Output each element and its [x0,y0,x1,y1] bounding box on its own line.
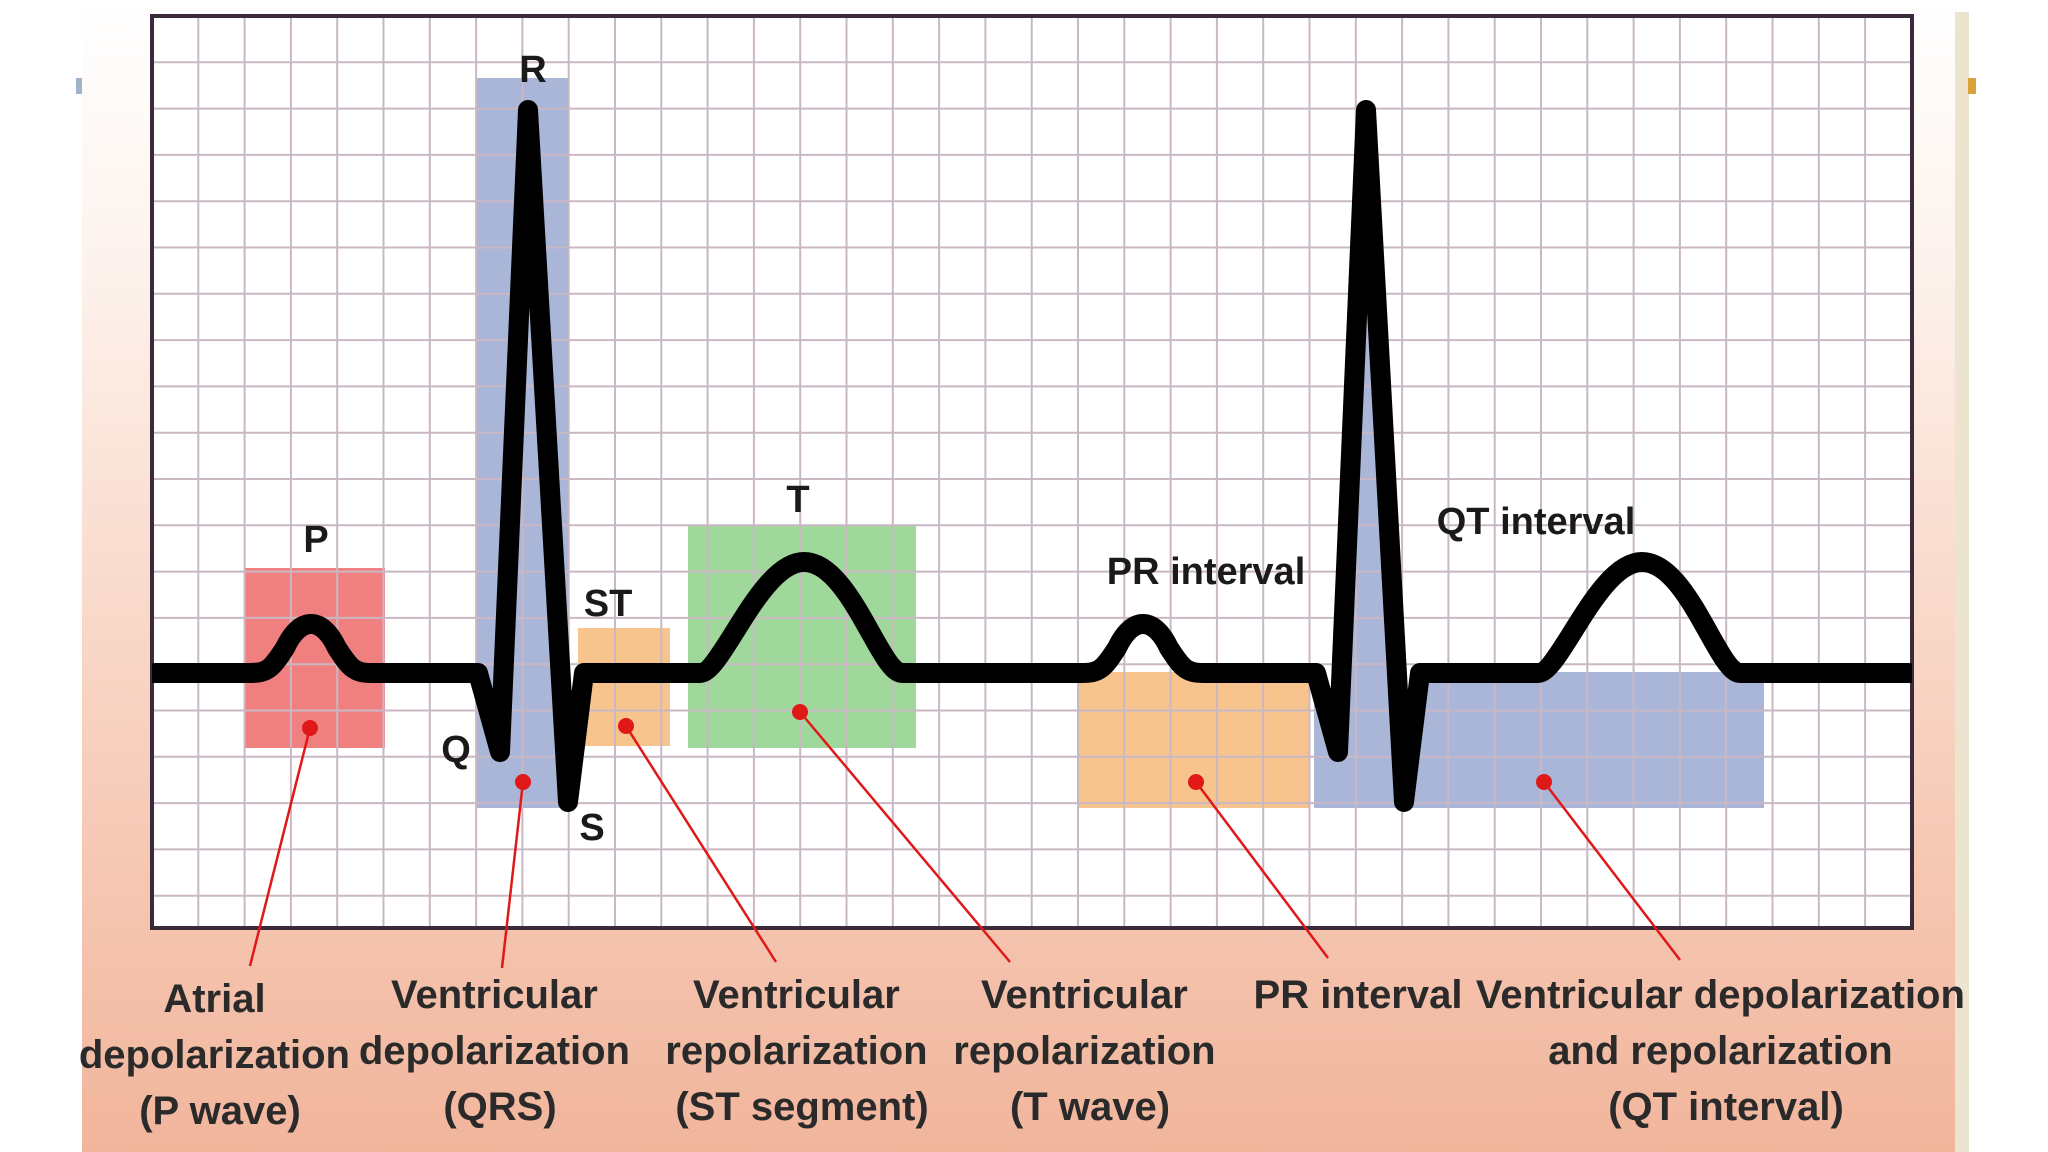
label-r: R [519,49,546,91]
caption-qrs: Ventricular depolarization (QRS) [359,973,641,1129]
left-accent-mark [76,78,82,94]
label-s: S [579,807,604,849]
caption-qt: Ventricular depolarization and repolariz… [1476,973,1976,1129]
leader-dots [302,704,1552,790]
qrs-spike-inner [497,109,571,803]
ecg-trace [152,100,1912,812]
label-qt-interval: QT interval [1437,501,1636,543]
leader-line-t [799,711,1011,963]
label-st: ST [584,583,633,625]
leader-line-st [624,725,778,963]
leader-line-qrs [500,781,525,969]
caption-st: Ventricular repolarization (ST segment) [665,973,938,1129]
qt-interval-region [1314,112,1764,808]
leader-lines [248,711,1681,969]
leader-line-qt [1543,781,1681,961]
leader-dot-qrs [515,774,531,790]
leader-line-pr [1195,781,1329,959]
qrs2-spike-inner [1335,109,1407,803]
label-t: T [786,479,809,521]
leader-dot-st [618,718,634,734]
grid-frame [150,14,1914,930]
label-pr-interval: PR interval [1107,551,1306,593]
ecg-grid [152,16,1912,928]
leader-dot-t [792,704,808,720]
label-p: P [303,519,328,561]
leader-line-atrial [248,727,312,967]
caption-t: Ventricular repolarization (T wave) [953,973,1226,1129]
right-accent-mark [1968,78,1976,94]
leader-dot-atrial [302,720,318,736]
leader-dot-qt [1536,774,1552,790]
label-q: Q [441,729,471,771]
caption-atrial: Atrial depolarization (P wave) [79,977,361,1133]
leader-dot-pr [1188,774,1204,790]
caption-pr: PR interval [1254,973,1463,1017]
right-edge-bar [1955,12,1969,1152]
